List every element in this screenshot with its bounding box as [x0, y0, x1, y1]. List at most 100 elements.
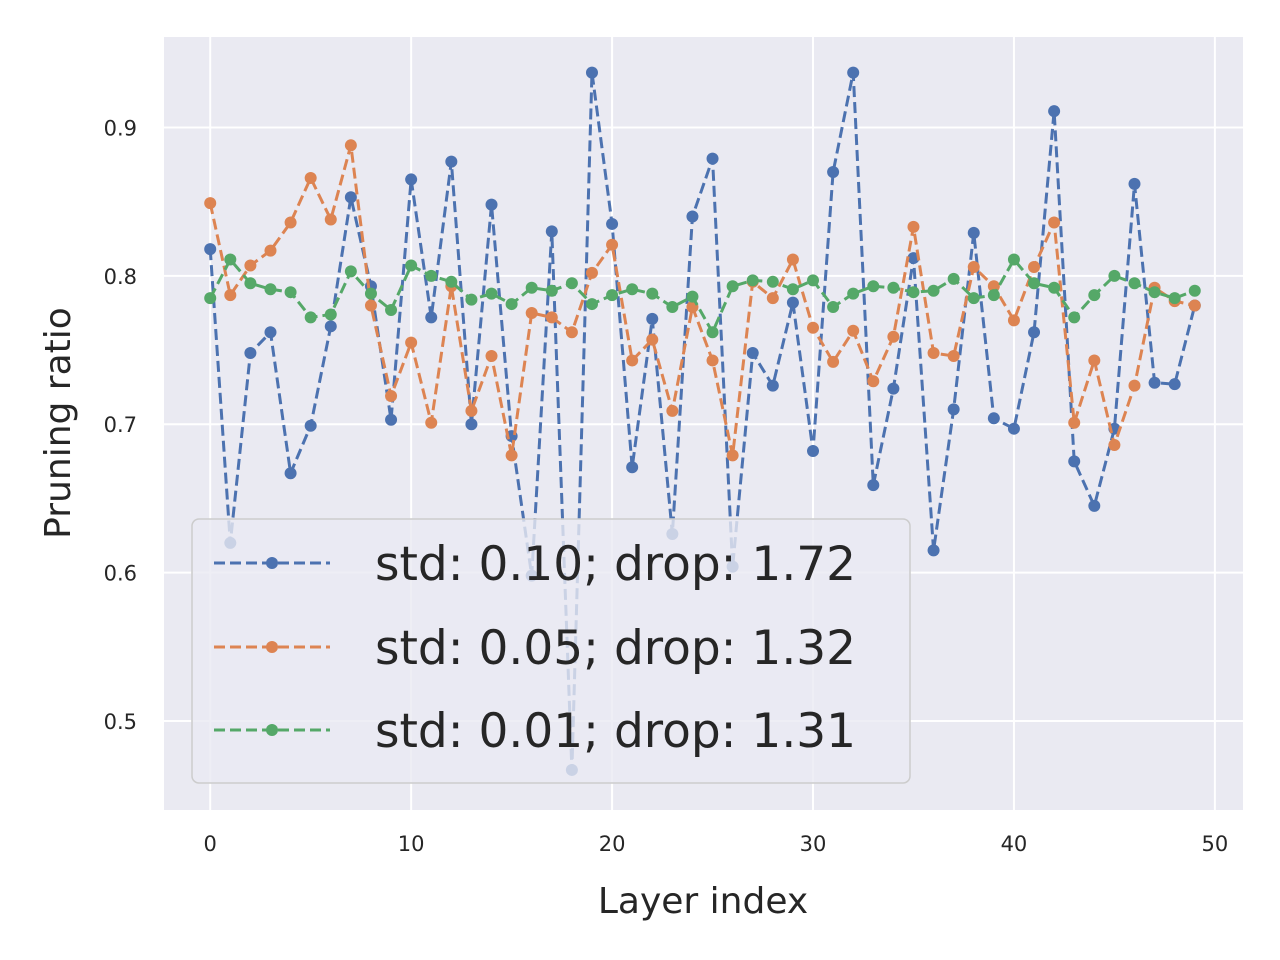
data-point	[927, 544, 940, 557]
data-point	[1028, 326, 1041, 339]
data-point	[204, 197, 217, 210]
data-point	[766, 379, 779, 392]
data-point	[887, 281, 900, 294]
data-point	[807, 444, 820, 457]
data-point	[827, 355, 840, 368]
data-point	[525, 281, 538, 294]
data-point	[646, 333, 659, 346]
data-point	[1108, 269, 1121, 282]
data-point	[505, 298, 518, 311]
x-axis-label: Layer index	[598, 881, 808, 922]
legend-marker	[266, 724, 278, 736]
data-point	[585, 298, 598, 311]
data-point	[626, 461, 639, 474]
data-point	[485, 287, 498, 300]
data-point	[786, 296, 799, 309]
data-point	[425, 311, 438, 324]
series-3	[204, 253, 1201, 339]
data-point	[324, 308, 337, 321]
data-point	[1108, 439, 1121, 452]
data-point	[1088, 354, 1101, 367]
data-point	[1168, 292, 1181, 305]
data-point	[726, 449, 739, 462]
data-point	[585, 266, 598, 279]
data-point	[927, 347, 940, 360]
y-tick-label: 0.6	[104, 562, 137, 586]
legend-entry-2: std: 0.05; drop: 1.32	[214, 621, 856, 676]
data-point	[304, 311, 317, 324]
data-point	[1088, 289, 1101, 302]
data-point	[565, 326, 578, 339]
data-point	[1048, 216, 1061, 229]
data-point	[224, 253, 237, 266]
data-point	[264, 244, 277, 257]
series-1	[204, 66, 1201, 776]
y-tick-label: 0.7	[104, 413, 137, 437]
data-point	[545, 284, 558, 297]
data-point	[1007, 314, 1020, 327]
series-layer	[204, 66, 1201, 776]
data-point	[706, 326, 719, 339]
data-point	[284, 216, 297, 229]
data-point	[1048, 105, 1061, 118]
data-point	[445, 275, 458, 288]
data-point	[264, 326, 277, 339]
data-point	[465, 404, 478, 417]
data-point	[585, 66, 598, 79]
data-point	[1128, 177, 1141, 190]
data-point	[947, 272, 960, 285]
data-point	[867, 479, 880, 492]
data-point	[766, 275, 779, 288]
legend-entry-1: std: 0.10; drop: 1.72	[214, 537, 856, 592]
data-point	[1068, 311, 1081, 324]
data-point	[244, 259, 257, 272]
data-point	[726, 280, 739, 293]
x-tick-label: 0	[204, 832, 217, 856]
data-point	[545, 311, 558, 324]
data-point	[967, 260, 980, 273]
legend: std: 0.10; drop: 1.72 std: 0.05; drop: 1.…	[191, 518, 911, 784]
data-point	[1128, 277, 1141, 290]
data-point	[244, 277, 257, 290]
data-point	[545, 225, 558, 238]
data-point	[364, 299, 377, 312]
data-point	[204, 292, 217, 305]
data-point	[887, 382, 900, 395]
data-point	[1028, 260, 1041, 273]
data-point	[867, 375, 880, 388]
data-point	[967, 226, 980, 239]
x-tick-label: 10	[398, 832, 425, 856]
legend-label: std: 0.05; drop: 1.32	[375, 621, 856, 676]
data-point	[606, 217, 619, 230]
data-point	[304, 419, 317, 432]
tick-labels: 0 10 20 30 40 50 0.5 0.6 0.7 0.8 0.9	[104, 117, 1229, 856]
data-point	[445, 155, 458, 168]
data-point	[967, 292, 980, 305]
data-point	[1028, 277, 1041, 290]
legend-label: std: 0.01; drop: 1.31	[375, 704, 856, 759]
series-line	[208, 143, 1196, 457]
data-point	[746, 347, 759, 360]
data-point	[425, 416, 438, 429]
data-point	[666, 301, 679, 314]
y-tick-label: 0.5	[104, 710, 137, 734]
data-point	[485, 198, 498, 211]
data-point	[746, 274, 759, 287]
data-point	[525, 306, 538, 319]
data-point	[405, 173, 418, 186]
x-tick-label: 20	[599, 832, 626, 856]
data-point	[1188, 284, 1201, 297]
series-line	[208, 71, 1197, 772]
data-point	[686, 210, 699, 223]
data-point	[465, 418, 478, 431]
data-point	[405, 336, 418, 349]
data-point	[666, 404, 679, 417]
data-point	[907, 286, 920, 299]
data-point	[465, 293, 478, 306]
data-point	[364, 287, 377, 300]
data-point	[1188, 299, 1201, 312]
data-point	[786, 283, 799, 296]
y-tick-label: 0.8	[104, 265, 137, 289]
data-point	[646, 312, 659, 325]
